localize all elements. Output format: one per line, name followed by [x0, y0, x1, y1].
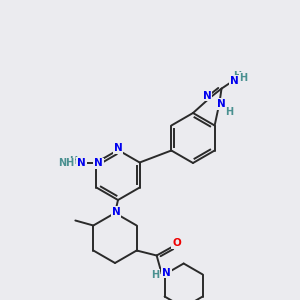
Text: NH: NH — [58, 158, 74, 169]
Text: H: H — [69, 155, 77, 166]
Text: N: N — [217, 99, 226, 109]
Text: N: N — [94, 158, 103, 169]
Text: H: H — [225, 107, 233, 117]
Text: N: N — [114, 143, 122, 153]
Text: N: N — [230, 76, 239, 85]
Text: N: N — [162, 268, 171, 278]
Text: N: N — [203, 91, 212, 100]
Text: H: H — [152, 269, 160, 280]
Text: N: N — [112, 207, 120, 217]
Text: N: N — [77, 158, 86, 167]
Text: H: H — [233, 70, 242, 81]
Text: O: O — [172, 238, 181, 248]
Text: H: H — [239, 73, 247, 82]
